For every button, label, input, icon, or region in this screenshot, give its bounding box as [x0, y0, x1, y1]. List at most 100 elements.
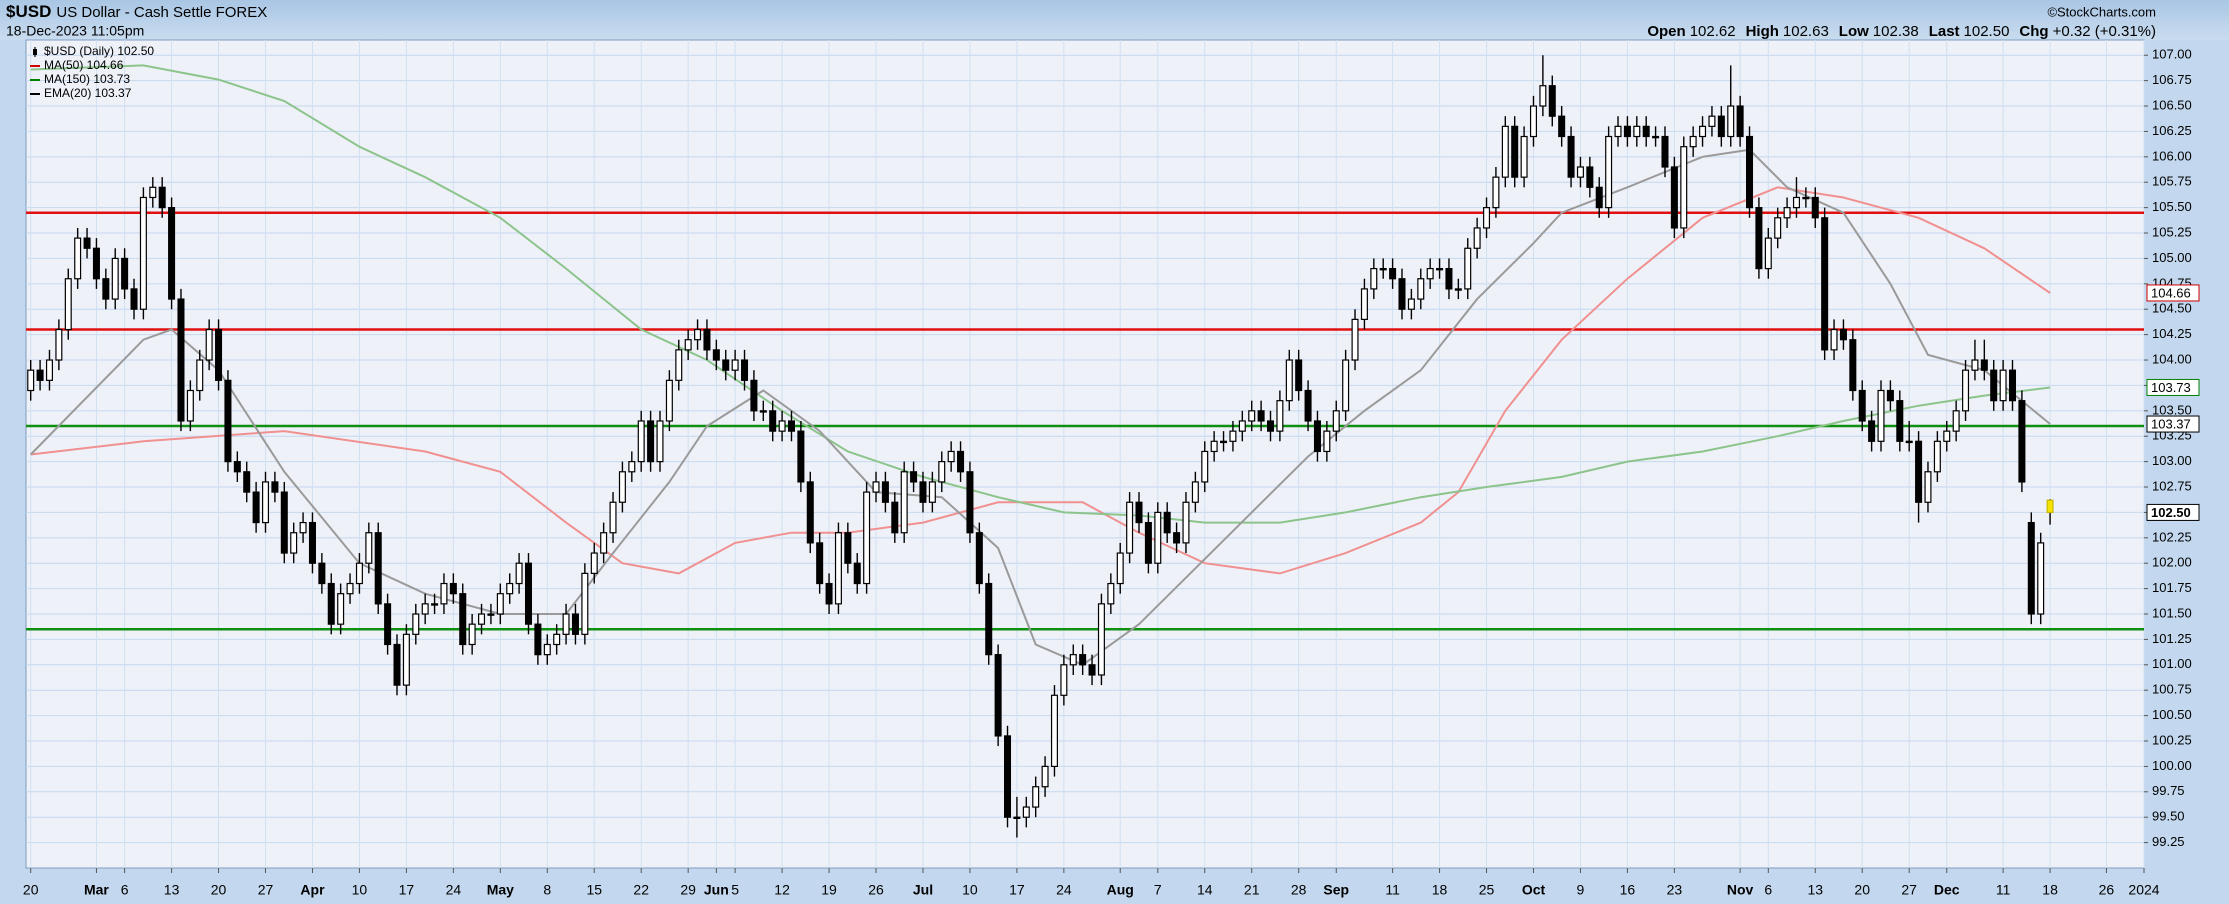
candle-body: [1868, 420, 1876, 442]
candle-body: [1576, 166, 1584, 178]
candle-body: [111, 257, 119, 300]
quote-line: Open 102.62 High 102.63 Low 102.38 Last 102.50 C…: [1647, 23, 2156, 40]
quote-value: 102.38: [1873, 23, 1919, 40]
candle-body: [825, 582, 833, 605]
candle-body: [308, 521, 316, 564]
candle-body: [1436, 267, 1444, 271]
price-tag: [2146, 503, 2200, 521]
candle-body: [1351, 318, 1359, 361]
chart-date: 18-Dec-2023 11:05pm: [6, 23, 144, 39]
candle-body: [1004, 735, 1012, 818]
candle-body: [975, 532, 983, 585]
x-tick-label: 8: [543, 882, 551, 898]
candle-body: [1746, 135, 1754, 209]
candle-body: [337, 593, 345, 625]
candle-body: [759, 410, 767, 413]
candle-body: [872, 481, 880, 493]
candle-body: [74, 237, 82, 280]
legend-label: $USD (Daily) 102.50: [44, 44, 154, 58]
candle-body: [1764, 237, 1772, 270]
candle-body: [891, 501, 899, 534]
candle-body: [1933, 440, 1941, 473]
candle-body: [318, 562, 326, 585]
candle-body: [1107, 582, 1115, 605]
candle-body: [1605, 135, 1613, 209]
candle-body: [243, 471, 251, 493]
candle-body: [1736, 105, 1744, 138]
legend-label: MA(150) 103.73: [44, 72, 130, 86]
candle-body: [139, 196, 147, 310]
candle-body: [1182, 501, 1190, 544]
candle-body: [1360, 288, 1368, 320]
candle-body: [609, 501, 617, 534]
candle-body: [1191, 481, 1199, 503]
y-tick-label: 106.75: [2152, 72, 2192, 87]
candle-body: [562, 613, 570, 635]
candle-body: [2037, 542, 2045, 615]
candle-body: [1595, 186, 1603, 209]
x-tick-label: Aug: [1107, 882, 1134, 898]
x-tick-label: 11: [1996, 882, 2011, 898]
candle-body: [722, 359, 730, 371]
candle-body: [553, 633, 561, 646]
x-tick-label: 17: [399, 882, 415, 898]
candle-body: [665, 379, 673, 422]
candle-body: [656, 420, 664, 463]
x-tick-label: 7: [1154, 882, 1162, 898]
x-tick-label: Apr: [300, 882, 325, 898]
candle-body: [703, 328, 711, 351]
candle-body: [684, 339, 692, 351]
candle-body: [1060, 664, 1068, 696]
x-tick-label: 26: [868, 882, 884, 898]
x-tick-label: 18: [1432, 882, 1448, 898]
y-tick-label: 105.75: [2152, 174, 2192, 189]
candle-body: [966, 471, 974, 534]
candle-body: [1229, 430, 1237, 442]
candle-body: [1116, 552, 1124, 585]
candle-body: [1323, 430, 1331, 453]
candle-body: [1483, 207, 1491, 229]
candle-body: [1501, 125, 1509, 178]
candle-body: [45, 359, 53, 381]
y-tick-label: 104.25: [2152, 326, 2192, 341]
x-tick-label: 14: [1197, 882, 1213, 898]
y-tick-label: 100.75: [2152, 682, 2192, 697]
candle-body: [1886, 389, 1894, 402]
candle-body: [1097, 603, 1105, 676]
candle-body: [1821, 217, 1829, 351]
candle-body: [186, 389, 194, 422]
candle-body: [1511, 125, 1519, 178]
y-tick-label: 103.50: [2152, 402, 2192, 417]
chart-heading: $USD US Dollar - Cash Settle FOREX: [6, 2, 267, 21]
candle-body: [1022, 806, 1030, 818]
candle-body: [1858, 389, 1866, 422]
quote-value: 102.50: [1964, 23, 2010, 40]
y-tick-label: 100.50: [2152, 707, 2192, 722]
candle-body: [1210, 440, 1218, 453]
candle-body: [1539, 85, 1547, 107]
candle-body: [168, 207, 176, 300]
candle-body: [1389, 267, 1397, 280]
y-tick-label: 101.75: [2152, 580, 2192, 595]
candle-body: [1980, 359, 1988, 371]
x-tick-label: 29: [680, 882, 696, 898]
candle-body: [769, 410, 777, 432]
y-tick-label: 103.00: [2152, 453, 2192, 468]
candle-body: [374, 532, 382, 605]
candle-body: [421, 603, 429, 615]
candle-body: [1699, 125, 1707, 138]
candle-body: [1924, 471, 1932, 503]
x-tick-label: Oct: [1522, 882, 1546, 898]
candle-body: [1445, 267, 1453, 290]
plot-area: [25, 39, 2145, 869]
y-tick-label: 99.50: [2152, 809, 2185, 824]
x-tick-label: Mar: [84, 882, 109, 898]
y-tick-label: 105.25: [2152, 224, 2192, 239]
candle-body: [524, 562, 533, 625]
x-tick-label: Jun: [704, 882, 729, 898]
x-tick-label: 6: [121, 882, 129, 898]
quote-label: Low: [1839, 23, 1869, 40]
candle-body: [290, 532, 298, 554]
candle-body: [741, 359, 749, 381]
